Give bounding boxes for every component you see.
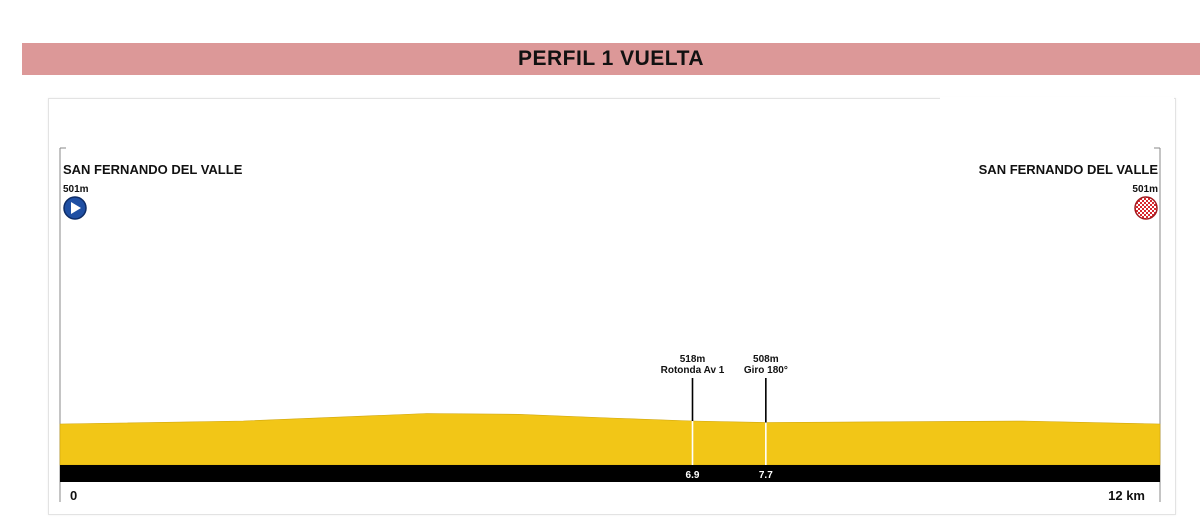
marker-name-label: Rotonda Av 1 <box>661 365 725 376</box>
finish-elevation: 501m <box>1132 184 1158 195</box>
distance-base-bar <box>60 465 1160 482</box>
axis-end-label: 12 km <box>1108 488 1145 503</box>
title-bar: PERFIL 1 VUELTA <box>22 43 1200 75</box>
checkered-flag-icon <box>1134 196 1158 220</box>
elevation-profile-area <box>59 413 1161 466</box>
frame-notch <box>940 97 1174 100</box>
play-icon <box>63 196 87 220</box>
marker-elevation-label: 518m <box>680 354 706 365</box>
start-elevation: 501m <box>63 184 89 195</box>
finish-location-name: SAN FERNANDO DEL VALLE <box>979 162 1159 177</box>
marker-km-label: 6.9 <box>686 470 700 481</box>
start-location-name: SAN FERNANDO DEL VALLE <box>63 162 243 177</box>
page-title: PERFIL 1 VUELTA <box>517 47 705 70</box>
marker-name-label: Giro 180° <box>744 365 788 376</box>
axis-start-label: 0 <box>70 488 77 503</box>
marker-elevation-label: 508m <box>753 354 779 365</box>
marker-km-label: 7.7 <box>759 470 773 481</box>
